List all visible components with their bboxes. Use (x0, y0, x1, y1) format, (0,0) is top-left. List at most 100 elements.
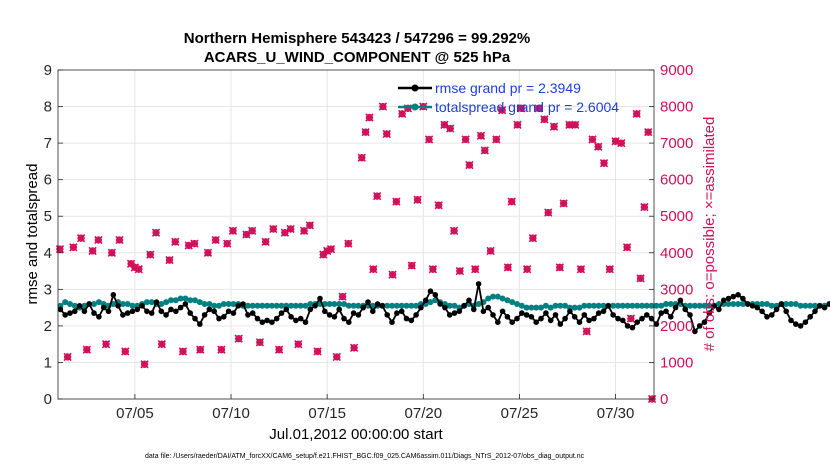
totalspread-point (71, 302, 78, 309)
rmse-series (57, 281, 830, 335)
left-tick-label: 3 (44, 281, 52, 298)
rmse-point (384, 312, 391, 318)
rmse-point (533, 319, 539, 326)
totalspread-point (143, 299, 150, 306)
totalspread-point (264, 302, 271, 309)
rmse-point (754, 304, 761, 311)
rmse-point (158, 308, 165, 315)
totalspread-point (768, 302, 775, 309)
totalspread-point (759, 301, 766, 307)
totalspread-point (393, 302, 400, 309)
obs-assimilated-point (130, 263, 140, 272)
rmse-point (480, 308, 487, 315)
totalspread-point (254, 302, 261, 309)
rmse-point (677, 297, 684, 304)
totalspread-point (648, 302, 655, 309)
obs-assimilated-point (497, 106, 507, 115)
totalspread-point (278, 302, 285, 309)
rmse-point (379, 303, 386, 309)
rmse-point (562, 315, 568, 322)
obs-assimilated-point (413, 195, 422, 204)
obs-assimilated-point (611, 137, 620, 146)
rmse-point (519, 310, 525, 316)
rmse-point (456, 308, 463, 315)
rmse-point (62, 312, 68, 318)
legend-spread-marker (411, 103, 419, 111)
obs-assimilated-point (640, 202, 649, 212)
totalspread-point (730, 301, 737, 307)
obs-assimilated-point (223, 239, 232, 248)
rmse-point (365, 299, 371, 305)
rmse-point (442, 304, 448, 311)
obs-assimilated-point (392, 197, 401, 206)
rmse-point (552, 312, 559, 318)
obs-assimilated-point (378, 102, 388, 111)
obs-assimilated-point (69, 243, 78, 252)
left-tick-label: 2 (44, 318, 52, 335)
totalspread-point (398, 302, 405, 309)
totalspread-point (95, 299, 102, 306)
rmse-point (778, 301, 785, 307)
obs-assimilated-point (344, 239, 353, 248)
rmse-point (398, 308, 405, 315)
rmse-point (586, 317, 592, 324)
totalspread-point (547, 304, 554, 311)
totalspread-point (523, 304, 530, 311)
rmse-point (413, 312, 419, 318)
rmse-point (802, 319, 809, 326)
obs-assimilated-point (507, 197, 516, 206)
rmse-point (797, 323, 804, 329)
totalspread-point (764, 301, 770, 307)
totalspread-point (192, 297, 198, 304)
totalspread-point (67, 301, 73, 307)
rmse-point (206, 306, 213, 313)
rmse-point (370, 308, 376, 315)
totalspread-point (514, 301, 520, 307)
chart-title-line1: Northern Hemisphere 543423 / 547296 = 99… (184, 30, 530, 47)
rmse-point (644, 312, 650, 318)
rmse-point (240, 301, 246, 307)
totalspread-point (557, 302, 564, 309)
totalspread-point (187, 297, 194, 304)
obs-assimilated-point (88, 246, 97, 256)
obs-assimilated-point (196, 345, 205, 354)
grid-lines (58, 70, 654, 399)
rmse-point (648, 315, 655, 322)
rmse-point (187, 310, 193, 316)
totalspread-point (615, 302, 621, 309)
rmse-point (711, 303, 717, 309)
left-tick-label: 4 (44, 245, 52, 262)
totalspread-point (619, 302, 626, 309)
totalspread-point (163, 299, 170, 306)
obs-assimilated-point (434, 201, 443, 210)
obs-assimilated-point (286, 224, 295, 234)
obs-assimilated-point (372, 191, 382, 201)
rmse-point (629, 324, 636, 331)
rmse-point (571, 314, 578, 320)
rmse-point (514, 315, 520, 322)
plot-frame (57, 69, 655, 400)
rmse-point (773, 306, 780, 313)
data-file-footnote: data file: /Users/raeder/DAI/ATM_forcXX/… (145, 453, 585, 460)
rmse-point (81, 308, 88, 315)
rmse-point (134, 306, 141, 313)
obs-assimilated-point (94, 235, 103, 245)
rmse-point (624, 323, 631, 329)
rmse-point (139, 303, 145, 309)
legend-spread-label: totalspread grand pr = 2.6004 (435, 99, 619, 115)
obs-assimilated-point (632, 109, 641, 119)
obs-assimilated-point (599, 159, 609, 168)
totalspread-point (725, 301, 732, 307)
obs-assimilated-point (636, 274, 645, 283)
rmse-point (153, 299, 160, 305)
obs-assimilated-point (576, 265, 586, 274)
left-tick-label: 6 (44, 172, 52, 189)
rmse-point (283, 306, 290, 313)
chart-title-line2: ACARS_U_WIND_COMPONENT @ 525 hPa (204, 49, 511, 66)
totalspread-point (211, 302, 218, 309)
totalspread-point (634, 302, 641, 309)
rmse-point (317, 295, 323, 302)
totalspread-point (384, 302, 391, 309)
totalspread-point (533, 304, 540, 311)
rmse-point (668, 314, 674, 320)
